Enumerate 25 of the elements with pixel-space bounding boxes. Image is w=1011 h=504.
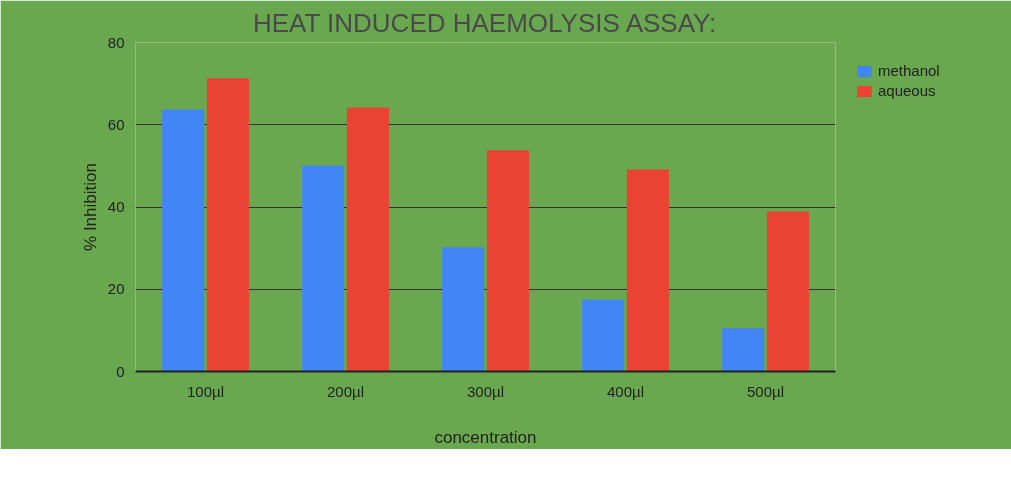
y-tick-label: 20 [107, 280, 125, 298]
legend-label: aqueous [878, 82, 936, 99]
bar [722, 328, 765, 372]
legend-label: methanol [878, 62, 940, 79]
y-tick-label: 60 [107, 115, 125, 133]
x-tick-label: 300µl [467, 382, 505, 400]
bar [626, 169, 669, 372]
bar [206, 78, 249, 372]
chart-title: HEAT INDUCED HAEMOLYSIS ASSAY: [252, 7, 717, 38]
y-tick-label: 80 [107, 33, 125, 51]
y-tick-label: 0 [116, 362, 125, 380]
x-tick-label: 200µl [327, 382, 365, 400]
x-tick-label: 100µl [187, 382, 225, 400]
bar [582, 299, 625, 372]
y-tick-label: 40 [107, 198, 125, 215]
bar [486, 150, 529, 372]
y-axis-title: % Inhibition [80, 163, 100, 251]
bar [442, 247, 485, 372]
bar [162, 109, 205, 372]
bar [302, 165, 345, 372]
x-tick-label: 400µl [607, 382, 645, 400]
bar [346, 107, 389, 372]
bar [766, 211, 809, 372]
x-tick-label: 500µl [747, 382, 785, 400]
x-axis-title: concentration [434, 427, 537, 447]
